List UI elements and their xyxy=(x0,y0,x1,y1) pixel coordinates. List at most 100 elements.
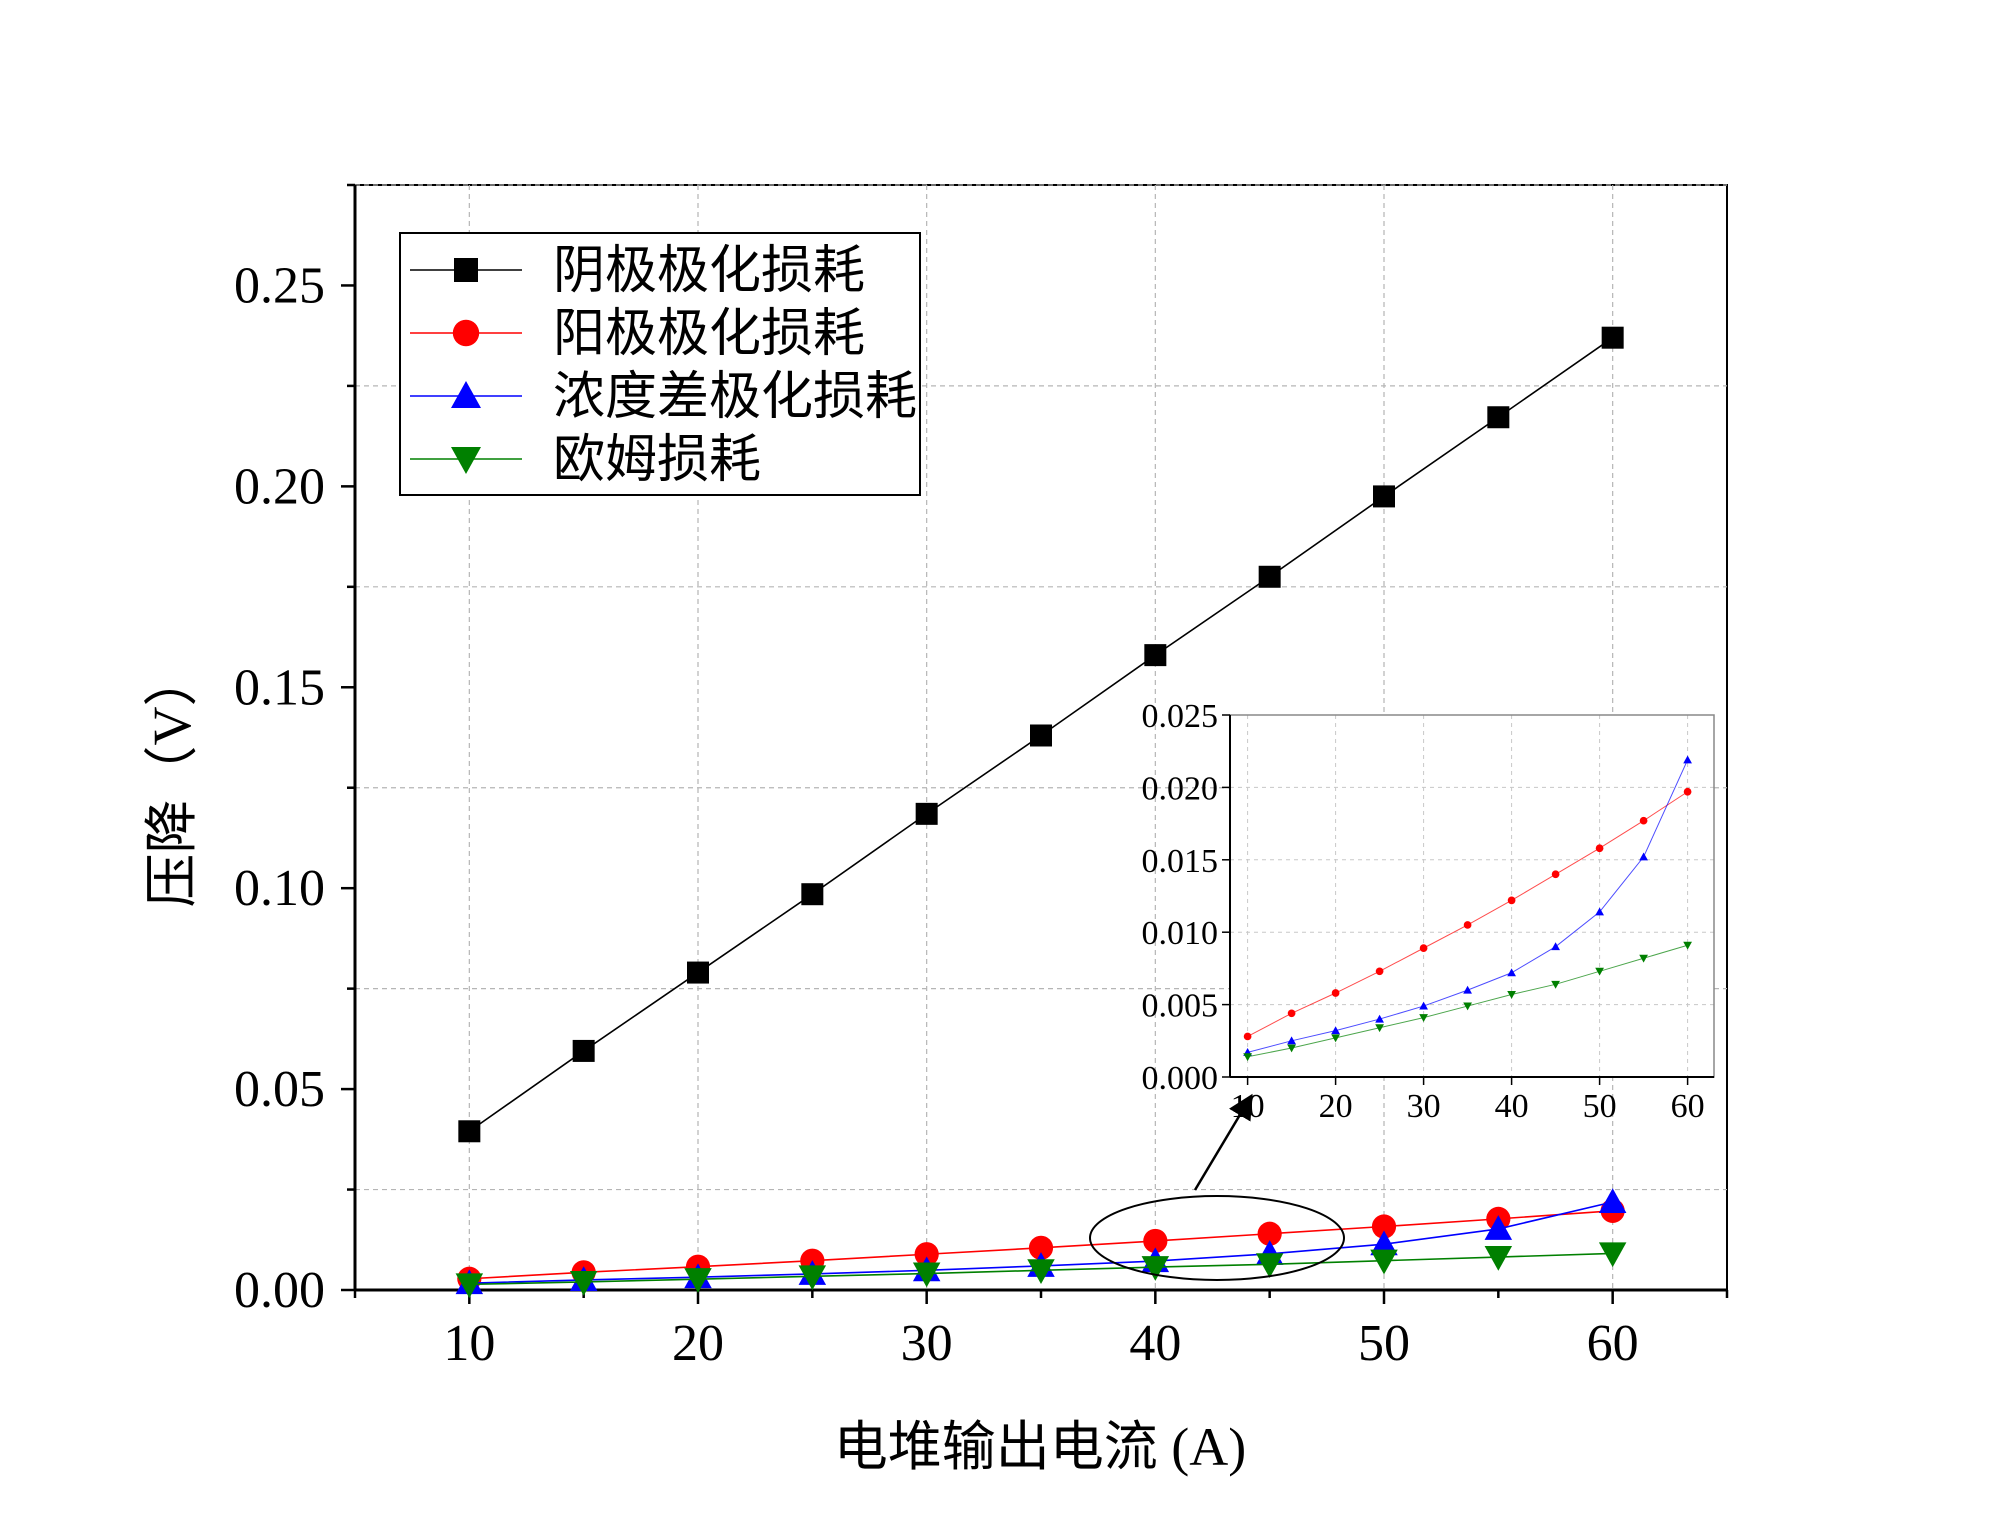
inset-data-point-series-3 xyxy=(1595,967,1604,976)
inset-y-tick-label: 0.010 xyxy=(1142,915,1219,952)
data-point-series-0 xyxy=(801,883,824,906)
inset-data-point-series-2 xyxy=(1507,968,1516,977)
inset-data-point-series-2 xyxy=(1375,1014,1384,1023)
inset-x-tick-label: 20 xyxy=(1319,1088,1353,1125)
data-point-series-0 xyxy=(1144,644,1167,667)
data-point-series-2 xyxy=(1484,1215,1513,1240)
data-point-series-3 xyxy=(684,1268,712,1293)
inset-data-point-series-2 xyxy=(1639,852,1648,861)
inset-y-tick-label: 0.000 xyxy=(1142,1060,1219,1097)
x-tick-label: 60 xyxy=(1587,1315,1639,1372)
inset-data-point-series-1 xyxy=(1287,1009,1296,1018)
data-point-series-3 xyxy=(1141,1256,1170,1281)
legend-box xyxy=(399,232,921,496)
inset-data-point-series-2 xyxy=(1331,1026,1340,1035)
data-point-series-0 xyxy=(687,961,709,984)
y-tick-label: 0.05 xyxy=(234,1061,325,1118)
data-point-series-0 xyxy=(1487,406,1510,429)
data-point-series-3 xyxy=(1484,1246,1513,1271)
data-point-series-3 xyxy=(1255,1253,1284,1279)
data-point-series-3 xyxy=(1027,1259,1055,1285)
inset-data-point-series-1 xyxy=(1683,787,1692,796)
legend-label-2: 浓度差极化损耗 xyxy=(553,369,917,426)
inset-data-point-series-3 xyxy=(1419,1014,1428,1023)
data-point-series-2 xyxy=(1598,1188,1627,1214)
inset-x-tick-label: 30 xyxy=(1407,1088,1441,1125)
data-point-series-0 xyxy=(1258,565,1281,588)
data-point-series-3 xyxy=(1598,1242,1627,1268)
x-tick-label: 20 xyxy=(672,1315,724,1372)
inset-y-tick-label: 0.005 xyxy=(1142,988,1219,1025)
data-point-series-1 xyxy=(914,1242,939,1267)
data-point-series-0 xyxy=(1373,485,1395,508)
inset-data-point-series-1 xyxy=(1419,944,1428,952)
inset-data-point-series-1 xyxy=(1331,989,1340,997)
x-tick-label: 30 xyxy=(901,1315,953,1372)
inset-data-point-series-1 xyxy=(1375,967,1384,976)
data-point-series-0 xyxy=(572,1039,595,1062)
y-tick-label: 0.20 xyxy=(234,458,325,515)
y-tick-label: 0.10 xyxy=(234,860,325,917)
inset-data-point-series-2 xyxy=(1683,755,1692,764)
inset-data-point-series-1 xyxy=(1551,870,1560,879)
inset-data-point-series-1 xyxy=(1507,896,1516,905)
inset-y-tick-label: 0.025 xyxy=(1142,698,1219,735)
inset-series xyxy=(1243,755,1692,1062)
inset-data-point-series-3 xyxy=(1683,941,1692,950)
inset-data-point-series-2 xyxy=(1463,985,1472,994)
legend-marker-1 xyxy=(452,319,480,347)
inset-x-tick-label: 10 xyxy=(1231,1088,1265,1125)
zoom-arrow xyxy=(1193,1093,1253,1191)
inset-y-tick-label: 0.015 xyxy=(1142,843,1219,880)
legend-marker-2 xyxy=(451,381,481,408)
inset-x-tick-label: 60 xyxy=(1671,1088,1705,1125)
data-point-series-3 xyxy=(798,1265,827,1291)
inset-data-point-series-2 xyxy=(1595,907,1604,916)
data-point-series-0 xyxy=(1030,724,1052,747)
main-series xyxy=(455,326,1627,1299)
inset-data-point-series-2 xyxy=(1551,942,1560,951)
inset-data-point-series-3 xyxy=(1551,980,1560,989)
inset-data-point-series-3 xyxy=(1243,1053,1252,1062)
x-tick-label: 40 xyxy=(1129,1315,1181,1372)
inset-background xyxy=(1230,715,1714,1077)
data-point-series-2 xyxy=(1370,1230,1398,1256)
legend-label-1: 阳极极化损耗 xyxy=(553,306,865,363)
data-point-series-3 xyxy=(912,1262,941,1288)
inset-data-point-series-2 xyxy=(1419,1001,1428,1010)
zoom-region-ellipse xyxy=(1089,1195,1345,1281)
inset-axes: 10 20 30 40 50 60 0.000 0.005 0.010 0.015 0.020 0.0… xyxy=(1142,698,1714,1125)
x-axis-title: 电堆输出电流 (A) xyxy=(834,1417,1246,1477)
data-point-series-0 xyxy=(458,1120,481,1143)
inset-data-point-series-1 xyxy=(1463,921,1472,929)
legend-label-0: 阴极极化损耗 xyxy=(553,243,865,300)
inset-data-point-series-3 xyxy=(1287,1044,1296,1053)
data-point-series-1 xyxy=(1371,1214,1397,1239)
inset-x-tick-label: 50 xyxy=(1583,1088,1617,1125)
data-point-series-1 xyxy=(1143,1228,1168,1254)
y-tick-label: 0.00 xyxy=(234,1262,325,1319)
data-point-series-3 xyxy=(455,1273,484,1299)
legend-label-3: 欧姆损耗 xyxy=(553,432,761,489)
data-point-series-0 xyxy=(1601,326,1624,349)
main-axes: 10 20 30 40 50 60 0.00 0.05 0.10 0.15 0.20 0.25 xyxy=(234,183,1729,1372)
data-point-series-3 xyxy=(569,1270,598,1296)
inset-data-point-series-3 xyxy=(1507,990,1516,999)
legend-marker-0 xyxy=(454,258,478,282)
inset-data-point-series-3 xyxy=(1639,954,1648,963)
inset-data-point-series-3 xyxy=(1463,1002,1472,1011)
inset-data-point-series-3 xyxy=(1375,1024,1384,1033)
inset-data-point-series-1 xyxy=(1595,844,1604,853)
inset-data-point-series-3 xyxy=(1331,1034,1340,1043)
inset-y-tick-label: 0.020 xyxy=(1142,770,1219,807)
data-point-series-1 xyxy=(1257,1221,1282,1246)
y-tick-label: 0.25 xyxy=(234,257,325,314)
data-point-series-3 xyxy=(1370,1249,1398,1275)
data-point-series-1 xyxy=(1028,1235,1054,1260)
inset-data-point-series-1 xyxy=(1243,1032,1252,1041)
x-tick-label: 50 xyxy=(1358,1315,1410,1372)
inset-x-tick-label: 40 xyxy=(1495,1088,1529,1125)
legend-marker-3 xyxy=(451,447,481,474)
